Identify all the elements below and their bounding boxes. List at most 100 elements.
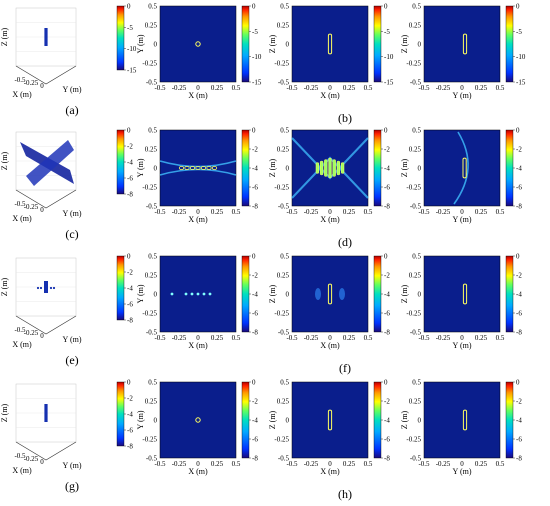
- x-axis-label: X (m): [320, 341, 340, 350]
- x-axis-label: Y (m): [452, 215, 471, 224]
- colorbar-tick-label: -10: [252, 53, 262, 61]
- colorbar-tick-label: -2: [252, 146, 258, 154]
- y-tick-label: -0.25: [406, 310, 421, 318]
- x-axis-label: X (m): [320, 91, 340, 100]
- colorbar: [505, 129, 514, 207]
- x-tick-label: 0.5: [364, 84, 373, 92]
- y-tick-label: -0.25: [142, 310, 157, 318]
- target-bar: [462, 283, 468, 305]
- x-tick-label: 0: [460, 460, 464, 468]
- y-tick-label: -0.5: [278, 79, 290, 87]
- y-tick-label: -0.5: [410, 203, 422, 211]
- image-panel: [159, 381, 237, 459]
- y-tick-label: -0.25: [274, 184, 289, 192]
- y-axis-label: Z (m): [400, 410, 409, 429]
- colorbar-tick-label: -8: [252, 455, 258, 463]
- x-tick-label: 0.5: [364, 208, 373, 216]
- y-axis-label: Y (m): [62, 209, 81, 218]
- projection-yz: -0.5-0.5 -0.25 -0.25 0 0 0.25 0.25 0.5 0.5 Y (m) Z…: [400, 379, 522, 477]
- target-shape: [44, 28, 48, 46]
- x-tick-label: -0.5: [14, 76, 26, 84]
- projection-yz: -0.5-0.5 -0.25 -0.25 0 0 0.25 0.25 0.5 0.5 Y (m) Z…: [400, 3, 526, 101]
- x-tick-label: 0.5: [232, 334, 241, 342]
- x-tick-label: 0.25: [211, 208, 224, 216]
- clutter-blob: [315, 288, 321, 300]
- scatter-point: [206, 165, 212, 170]
- y-axis-label: Z (m): [268, 158, 277, 177]
- target-bar: [462, 157, 467, 179]
- z-axis-label: Z (m): [0, 403, 9, 422]
- colorbar-tick-label: -4: [384, 165, 390, 173]
- colorbar-tick-label: -10: [127, 45, 137, 53]
- figure-row: Z (m)-0.5-0.25 0X (m)Y (m)0-2-4-6-8(g)-0.…: [0, 379, 522, 502]
- x-tick-label: 0.5: [232, 460, 241, 468]
- colorbar-tick-label: -8: [127, 317, 133, 325]
- target-bar: [324, 159, 328, 177]
- y-tick-label: -0.5: [146, 455, 158, 463]
- x-tick-label: 0: [196, 460, 200, 468]
- colorbar-tick-label: -6: [252, 310, 258, 318]
- caption-2d: (f): [339, 361, 351, 375]
- clutter-point: [190, 292, 194, 296]
- colorbar-tick-label: -2: [384, 146, 390, 154]
- y-tick-label: 0.25: [277, 146, 290, 154]
- sidelobe-surface: [26, 140, 74, 186]
- colorbar-tick-label: -4: [516, 417, 522, 425]
- y-tick-label: 0: [286, 417, 290, 425]
- y-tick-label: 0: [286, 291, 290, 299]
- x-tick-label: 0.5: [232, 208, 241, 216]
- target-shape: [44, 404, 48, 422]
- target-bar: [319, 160, 324, 176]
- colorbar: [505, 381, 514, 459]
- colorbar-tick-label: -2: [127, 269, 133, 277]
- colorbar: [116, 381, 125, 447]
- image-panel: [423, 5, 501, 83]
- y-tick-label: 0.5: [280, 3, 289, 11]
- x-tick-label: -0.25: [24, 79, 39, 87]
- y-tick-label: -0.25: [406, 184, 421, 192]
- colorbar-tick-label: -4: [384, 417, 390, 425]
- x-tick-label: -0.25: [436, 460, 451, 468]
- clutter-point: [208, 292, 212, 296]
- x-axis-label: Y (m): [452, 91, 471, 100]
- x-tick-label: -0.5: [418, 208, 430, 216]
- colorbar-tick-label: -2: [516, 146, 522, 154]
- target-cross-section: [195, 41, 201, 47]
- target-cross-section: [195, 417, 201, 423]
- scatter-point: [211, 165, 218, 170]
- y-tick-label: 0.25: [145, 22, 158, 30]
- y-tick-label: -0.5: [146, 329, 158, 337]
- figure-row: Z (m)-0.5-0.25 0X (m)Y (m)0-5-10-15(a)-0.…: [0, 3, 526, 126]
- z-axis-label: Z (m): [0, 151, 9, 170]
- y-tick-label: 0.5: [148, 3, 157, 11]
- y-tick-label: -0.25: [274, 436, 289, 444]
- clutter-point: [184, 292, 188, 296]
- y-tick-label: 0.25: [409, 22, 422, 30]
- x-tick-label: -0.25: [436, 334, 451, 342]
- y-axis-label: Z (m): [400, 34, 409, 53]
- image-panel: [291, 5, 369, 83]
- x-tick-label: 0.5: [496, 334, 505, 342]
- colorbar: [373, 5, 382, 83]
- x-axis-label: X (m): [188, 91, 208, 100]
- y-tick-label: 0: [154, 165, 158, 173]
- x-tick-label: 0: [40, 206, 44, 214]
- y-tick-label: 0.25: [409, 398, 422, 406]
- x-axis-label: X (m): [12, 340, 32, 349]
- caption-2d: (h): [338, 487, 352, 501]
- clutter-blob: [339, 288, 345, 300]
- x-tick-label: -0.25: [172, 460, 187, 468]
- projection-xz: -0.5-0.5 -0.25 -0.25 0 0 0.25 0.25 0.5 0.5 X (m) Z…: [268, 3, 394, 101]
- x-tick-label: 0.25: [343, 460, 356, 468]
- x-tick-label: 0.5: [496, 460, 505, 468]
- colorbar-tick-label: -2: [516, 272, 522, 280]
- target-bar: [327, 283, 333, 305]
- colorbar: [241, 5, 250, 83]
- y-tick-label: 0: [286, 41, 290, 49]
- colorbar-tick-label: -6: [384, 436, 390, 444]
- x-tick-label: 0: [196, 334, 200, 342]
- colorbar-tick-label: -10: [516, 53, 526, 61]
- colorbar-tick-label: -8: [252, 329, 258, 337]
- x-tick-label: -0.5: [154, 460, 166, 468]
- colorbar: [241, 255, 250, 333]
